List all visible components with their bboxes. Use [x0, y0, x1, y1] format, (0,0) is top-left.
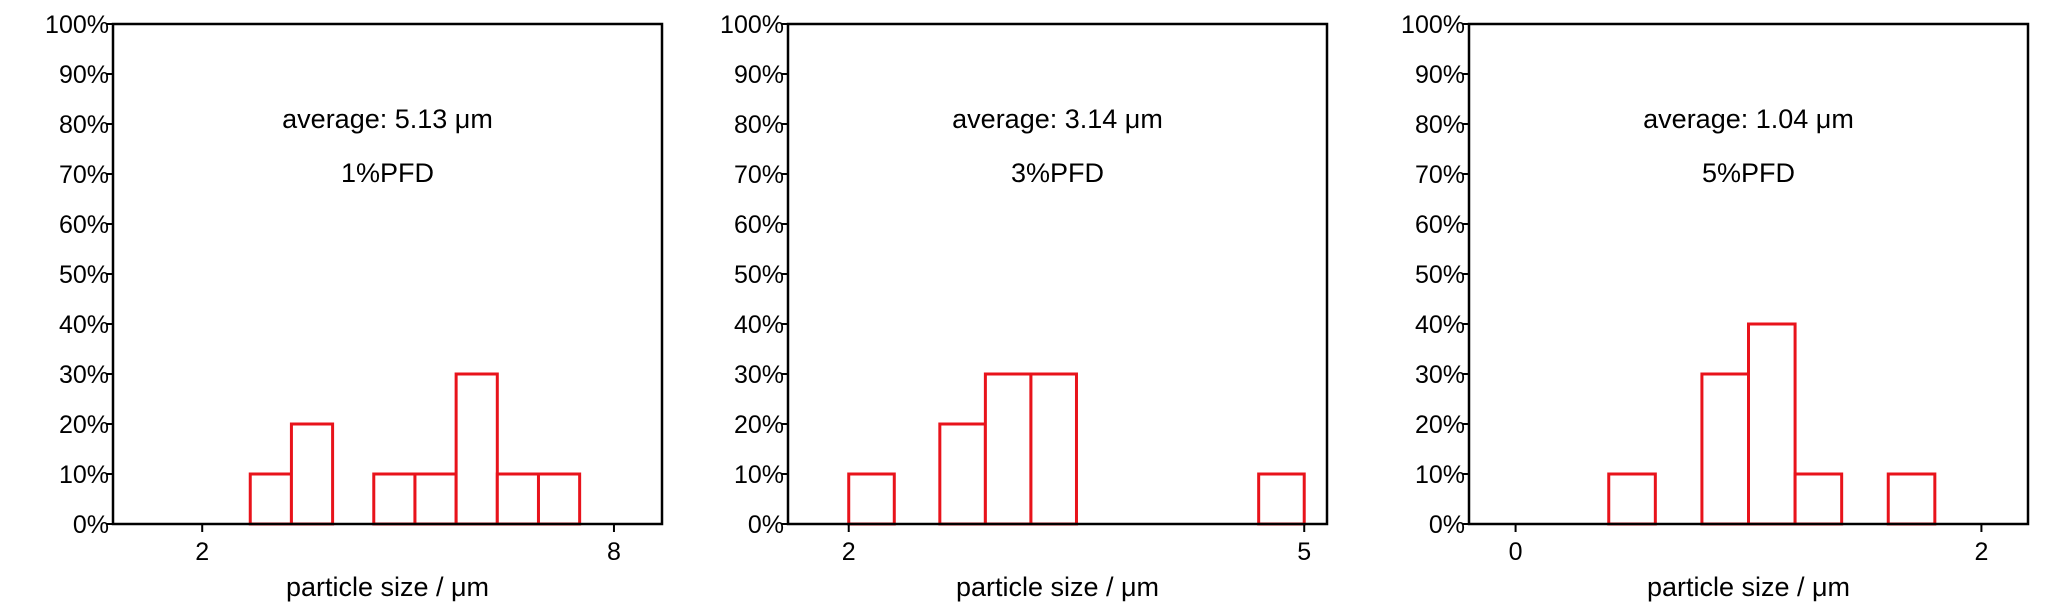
average-annotation: average: 3.14 μm — [952, 104, 1163, 134]
average-annotation: average: 5.13 μm — [282, 104, 493, 134]
y-tick-label: 80% — [734, 111, 784, 139]
y-tick-label: 60% — [59, 211, 109, 239]
y-tick-label: 30% — [1415, 361, 1465, 389]
histogram-bar — [983, 372, 1033, 526]
histogram-bar — [1793, 472, 1844, 526]
x-tick-label: 8 — [607, 538, 621, 566]
sample-annotation: 1%PFD — [341, 158, 434, 188]
histogram-panel-1pfd: 0% 10% 20% 30% 40% 50% 60% 70% 80% 90% 100% 2 8 parti… — [45, 11, 664, 602]
y-tick-label: 30% — [59, 361, 109, 389]
y-tick-label: 0% — [73, 511, 109, 539]
x-axis-label: particle size / μm — [956, 572, 1159, 602]
histogram-bar — [1607, 472, 1657, 526]
histogram-bar — [1257, 472, 1306, 526]
y-tick-label: 70% — [59, 161, 109, 189]
histogram-bar — [536, 472, 582, 526]
sample-annotation: 3%PFD — [1011, 158, 1104, 188]
y-tick-label: 50% — [59, 261, 109, 289]
y-tick-label: 20% — [1415, 411, 1465, 439]
y-tick-label: 100% — [45, 11, 109, 39]
histogram-panel-5pfd: 0% 10% 20% 30% 40% 50% 60% 70% 80% 90% 100% 0 2 parti… — [1401, 11, 2030, 602]
y-tick-label: 0% — [1429, 511, 1465, 539]
histogram-bar — [847, 472, 896, 526]
y-tick-label: 100% — [1401, 11, 1465, 39]
y-tick-label: 10% — [1415, 461, 1465, 489]
y-tick-label: 10% — [734, 461, 784, 489]
y-tick-label: 50% — [734, 261, 784, 289]
histogram-bar — [372, 472, 417, 526]
histogram-bar — [289, 422, 335, 526]
y-tick-label: 80% — [59, 111, 109, 139]
y-tick-label: 100% — [720, 11, 784, 39]
histogram-bar — [248, 472, 293, 526]
histogram-bar — [495, 472, 540, 526]
y-tick-label: 90% — [734, 61, 784, 89]
y-tick-label: 60% — [1415, 211, 1465, 239]
y-tick-label: 70% — [1415, 161, 1465, 189]
y-tick-label: 50% — [1415, 261, 1465, 289]
plot-frame — [111, 22, 664, 526]
x-tick-label: 0 — [1509, 538, 1523, 566]
histogram-bar — [938, 422, 987, 526]
x-axis-label: particle size / μm — [286, 572, 489, 602]
histogram-bar — [1886, 472, 1937, 526]
histogram-bar — [454, 372, 499, 526]
y-tick-label: 30% — [734, 361, 784, 389]
histogram-bar — [413, 472, 458, 526]
y-tick-label: 90% — [59, 61, 109, 89]
x-tick-label: 2 — [195, 538, 209, 566]
y-tick-label: 40% — [1415, 311, 1465, 339]
histogram-panel-3pfd: 0% 10% 20% 30% 40% 50% 60% 70% 80% 90% 100% 2 5 parti… — [720, 11, 1329, 602]
y-tick-label: 90% — [1415, 61, 1465, 89]
histogram-bar — [1747, 322, 1797, 526]
y-tick-label: 60% — [734, 211, 784, 239]
x-tick-label: 5 — [1297, 538, 1311, 566]
x-tick-label: 2 — [1974, 538, 1988, 566]
histogram-bar — [1029, 372, 1078, 526]
y-tick-label: 10% — [59, 461, 109, 489]
y-tick-label: 40% — [59, 311, 109, 339]
y-tick-label: 40% — [734, 311, 784, 339]
y-tick-label: 0% — [748, 511, 784, 539]
x-tick-label: 2 — [842, 538, 856, 566]
y-tick-label: 20% — [59, 411, 109, 439]
y-tick-label: 80% — [1415, 111, 1465, 139]
y-tick-label: 20% — [734, 411, 784, 439]
sample-annotation: 5%PFD — [1702, 158, 1795, 188]
histogram-bar — [1700, 372, 1750, 526]
average-annotation: average: 1.04 μm — [1643, 104, 1854, 134]
x-axis-label: particle size / μm — [1647, 572, 1850, 602]
y-tick-label: 70% — [734, 161, 784, 189]
